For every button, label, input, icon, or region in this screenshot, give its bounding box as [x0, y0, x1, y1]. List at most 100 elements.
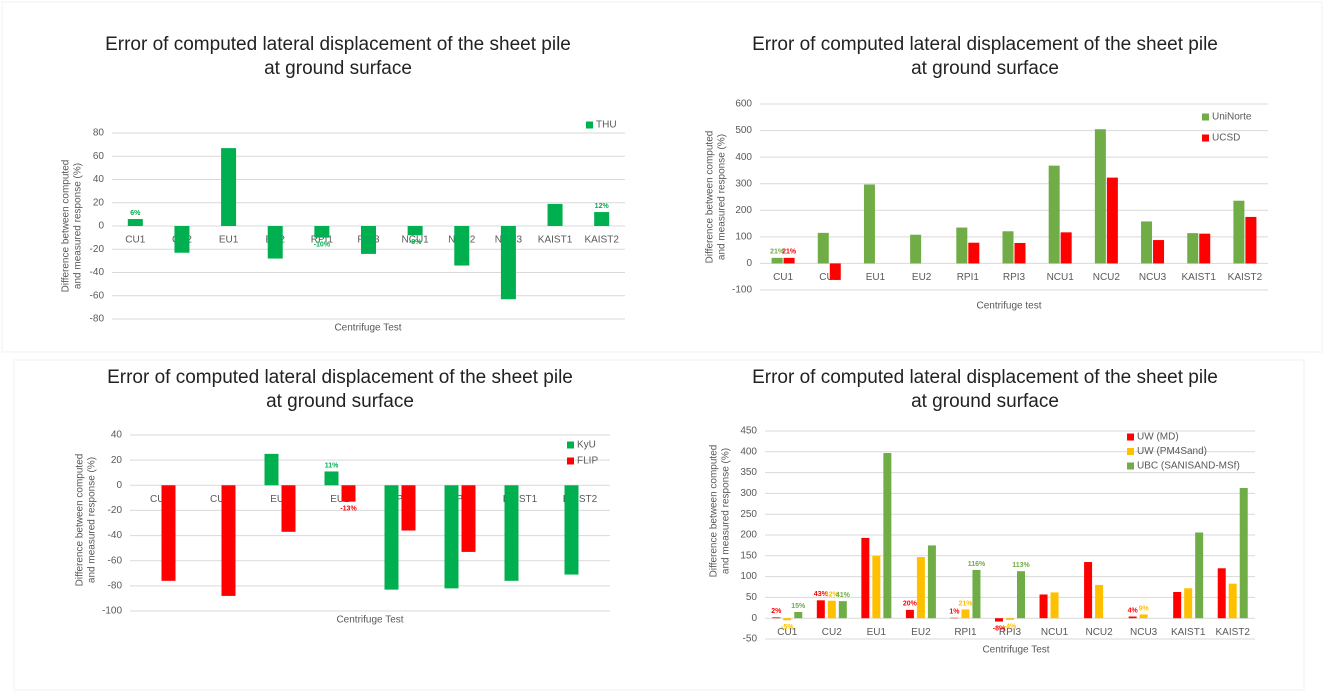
legend-label: KyU: [577, 440, 596, 451]
data-label: 21%: [782, 249, 797, 256]
x-tick-label: NCU1: [1041, 627, 1069, 638]
bar: [905, 609, 914, 619]
x-tick-label: RPI1: [389, 494, 412, 505]
bar: [1006, 618, 1014, 620]
bar: [564, 485, 579, 575]
data-label: -10%: [314, 241, 331, 248]
bar: [1017, 571, 1025, 619]
bar: [827, 600, 836, 619]
data-label: -8%: [993, 625, 1006, 632]
y-tick-label: 40: [93, 174, 105, 185]
bar: [1228, 583, 1237, 619]
bar: [1048, 165, 1060, 264]
x-axis-label: Centrifuge Test: [334, 323, 401, 334]
bar: [816, 600, 825, 619]
bar: [794, 611, 803, 619]
bar: [1173, 591, 1182, 619]
bar: [883, 453, 892, 619]
y-tick-label: 450: [740, 426, 757, 437]
y-tick-label: 400: [740, 446, 757, 457]
bar: [341, 485, 356, 502]
y-tick-label: 100: [740, 571, 757, 582]
bar: [547, 203, 563, 226]
x-tick-label: NCU3: [1130, 627, 1158, 638]
y-tick-label: -100: [102, 606, 122, 617]
data-label: 6%: [130, 210, 141, 217]
data-label: 113%: [1012, 562, 1030, 569]
x-tick-label: CU2: [210, 494, 230, 505]
data-label: 15%: [791, 603, 806, 610]
y-tick-label: 20: [111, 455, 123, 466]
y-tick-label: 150: [740, 550, 757, 561]
y-tick-label: 0: [751, 613, 757, 624]
bar: [221, 148, 237, 226]
bar: [1094, 129, 1106, 264]
y-tick-label: 0: [746, 258, 752, 269]
y-tick-label: 60: [93, 151, 105, 162]
x-tick-label: CU1: [150, 494, 170, 505]
bar: [1153, 240, 1165, 264]
y-tick-label: 0: [116, 480, 122, 491]
panel-bottom: [13, 359, 1305, 691]
bar: [1217, 568, 1226, 619]
x-tick-label: KAIST1: [1181, 272, 1216, 283]
bar: [407, 226, 423, 236]
bar: [504, 485, 519, 581]
bar: [872, 555, 881, 619]
chart-title: at ground surface: [264, 58, 412, 79]
bar: [1014, 242, 1026, 264]
x-tick-label: EU1: [270, 494, 290, 505]
bar: [968, 242, 980, 264]
x-tick-label: CU2: [822, 627, 842, 638]
x-tick-label: KAIST2: [1228, 272, 1263, 283]
x-tick-label: EU1: [866, 272, 886, 283]
y-tick-label: 200: [735, 205, 752, 216]
bar: [863, 184, 875, 264]
x-tick-label: NCU2: [1085, 627, 1113, 638]
x-tick-label: EU2: [911, 627, 931, 638]
bar: [956, 227, 968, 264]
x-tick-label: EU1: [219, 235, 239, 246]
data-label: -13%: [340, 505, 357, 512]
x-tick-label: CU1: [125, 235, 145, 246]
bar: [1128, 616, 1137, 619]
y-tick-label: -40: [108, 530, 123, 541]
y-axis-label: and measured response (%): [717, 134, 728, 260]
chart-title: Error of computed lateral displacement o…: [107, 367, 573, 388]
bar: [783, 618, 792, 621]
chart-title: Error of computed lateral displacement o…: [752, 34, 1218, 55]
bar: [314, 226, 330, 238]
bar: [1233, 200, 1245, 264]
legend-label: UBC (SANISAND-MSf): [1137, 461, 1240, 472]
bar: [1245, 216, 1257, 264]
bar: [916, 557, 925, 619]
x-tick-label: NCU2: [1093, 272, 1121, 283]
data-label: 4%: [1128, 607, 1139, 614]
x-tick-label: KAIST2: [584, 235, 619, 246]
x-tick-label: RPI3: [999, 627, 1022, 638]
bar: [594, 212, 610, 226]
bar: [1095, 584, 1104, 619]
data-label: 2%: [771, 608, 782, 615]
bar: [461, 485, 476, 552]
y-axis-label: Difference between computed: [705, 131, 716, 264]
bar: [444, 485, 459, 589]
bar: [221, 485, 236, 596]
legend-label: UniNorte: [1212, 112, 1252, 123]
data-label: 1%: [949, 609, 960, 616]
x-tick-label: RPI3: [1003, 272, 1026, 283]
bar: [961, 609, 970, 619]
y-tick-label: -60: [108, 555, 123, 566]
legend-swatch: [1127, 448, 1134, 455]
x-tick-label: NCU1: [1047, 272, 1075, 283]
bar: [1084, 562, 1093, 619]
data-label: 116%: [968, 561, 986, 568]
chart-title: Error of computed lateral displacement o…: [752, 367, 1218, 388]
bar: [1050, 592, 1059, 619]
legend-swatch: [586, 121, 593, 129]
y-tick-label: 350: [740, 467, 757, 478]
bar: [1141, 221, 1153, 264]
x-tick-label: CU1: [773, 272, 793, 283]
x-tick-label: KAIST2: [563, 494, 598, 505]
legend-swatch: [1127, 462, 1134, 470]
